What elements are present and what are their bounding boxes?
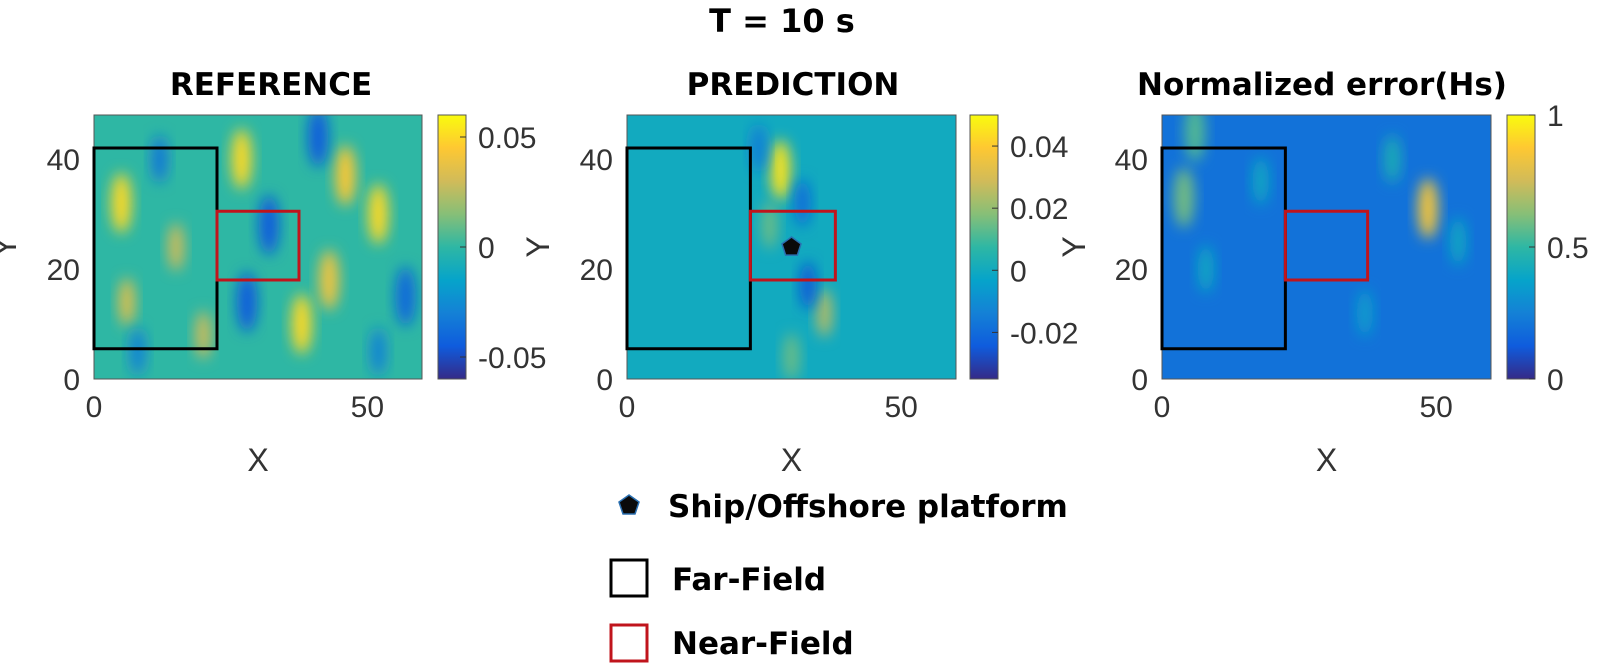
colorbar-tick-label: 0.05 bbox=[478, 122, 536, 155]
legend-label-near-field: Near-Field bbox=[672, 626, 854, 662]
heatmap-feature bbox=[1356, 289, 1373, 337]
y-tick-label: 0 bbox=[63, 364, 80, 397]
heatmap-feature bbox=[1252, 157, 1269, 205]
panel-title: Normalized error(Hs) bbox=[1137, 67, 1507, 103]
colorbar bbox=[969, 114, 999, 380]
colorbar-tick-label: 0.02 bbox=[1010, 193, 1068, 226]
heatmap-feature bbox=[168, 223, 184, 271]
y-tick-label: 20 bbox=[580, 254, 613, 287]
heatmap-feature bbox=[1173, 167, 1194, 228]
y-axis-label: Y bbox=[520, 236, 556, 257]
x-axis-label: X bbox=[781, 442, 802, 478]
y-tick-label: 40 bbox=[47, 144, 80, 177]
x-axis-label: X bbox=[1316, 442, 1337, 478]
heatmap-feature bbox=[750, 124, 767, 172]
y-tick-label: 0 bbox=[1131, 364, 1148, 397]
heatmap-feature bbox=[1197, 245, 1214, 293]
colorbar-tick-label: 0.04 bbox=[1010, 131, 1068, 164]
heatmap-feature bbox=[1184, 115, 1205, 162]
heatmap-feature bbox=[118, 278, 135, 326]
y-tick-label: 40 bbox=[580, 144, 613, 177]
y-tick-label: 20 bbox=[47, 254, 80, 287]
x-tick-label: 50 bbox=[1419, 391, 1452, 424]
reference-panel: REFERENCE 0 50 0 20 40 X Y -0.05 0 0.05 bbox=[0, 67, 546, 478]
x-tick-label: 50 bbox=[351, 391, 384, 424]
x-tick-label: 0 bbox=[86, 391, 103, 424]
heatmap-feature bbox=[129, 327, 146, 376]
heatmap-background bbox=[1162, 115, 1491, 379]
near-field-box bbox=[1283, 209, 1370, 282]
heatmap-feature bbox=[1417, 178, 1438, 239]
y-axis-label: Y bbox=[0, 236, 23, 257]
legend-label-far-field: Far-Field bbox=[672, 562, 826, 598]
heatmap-field bbox=[1162, 115, 1491, 379]
x-axis-label: X bbox=[247, 442, 268, 478]
heatmap-feature bbox=[816, 289, 833, 337]
heatmap-feature bbox=[761, 201, 778, 249]
heatmap-field bbox=[627, 115, 956, 379]
legend-label-platform: Ship/Offshore platform bbox=[668, 489, 1068, 525]
figure-suptitle: T = 10 s bbox=[709, 2, 855, 40]
heatmap-feature bbox=[237, 272, 258, 332]
heatmap-feature bbox=[395, 266, 416, 327]
normalized-error-panel: Normalized error(Hs) 0 50 0 20 40 X Y 0 0.5 1 bbox=[1056, 67, 1589, 478]
panel-title: REFERENCE bbox=[170, 67, 372, 103]
platform-marker bbox=[781, 236, 802, 256]
panel-title: PREDICTION bbox=[687, 67, 900, 103]
colorbar-tick-label: 0 bbox=[1547, 364, 1564, 397]
heatmap-feature bbox=[319, 250, 340, 310]
heatmap-feature bbox=[291, 294, 312, 354]
legend-item-far-field: Far-Field bbox=[609, 558, 826, 598]
colorbar-tick-label: -0.02 bbox=[1010, 317, 1078, 350]
heatmap-feature bbox=[1450, 217, 1467, 266]
heatmap-feature bbox=[794, 179, 811, 227]
heatmap-feature bbox=[370, 327, 387, 376]
heatmap-feature bbox=[231, 129, 252, 189]
colorbar-tick-label: -0.05 bbox=[478, 342, 546, 375]
near-field-box bbox=[215, 209, 301, 282]
heatmap-feature bbox=[111, 173, 132, 233]
heatmap-field bbox=[94, 115, 422, 379]
x-tick-label: 0 bbox=[1154, 391, 1171, 424]
heatmap-feature bbox=[770, 140, 791, 200]
pentagon-marker-icon bbox=[618, 494, 640, 515]
heatmap-feature bbox=[258, 195, 279, 255]
heatmap-feature bbox=[783, 333, 800, 379]
heatmap-feature bbox=[308, 115, 329, 167]
x-tick-label: 0 bbox=[619, 391, 636, 424]
red-square-icon bbox=[609, 623, 649, 663]
heatmap-feature bbox=[368, 184, 389, 244]
heatmap-feature bbox=[1384, 135, 1401, 183]
prediction-panel: PREDICTION 0 50 0 20 40 X Y -0.02 0 0.02 0.04 bbox=[520, 67, 1078, 478]
legend-item-platform: Ship/Offshore platform bbox=[618, 489, 1068, 525]
heatmap-background bbox=[94, 115, 422, 379]
colorbar-tick-label: 0.5 bbox=[1547, 232, 1589, 265]
y-tick-label: 20 bbox=[1115, 254, 1148, 287]
y-axis-label: Y bbox=[1056, 236, 1092, 257]
heatmap-feature bbox=[335, 145, 356, 206]
colorbar-tick-label: 1 bbox=[1547, 100, 1564, 133]
heatmap-feature bbox=[195, 311, 212, 359]
heatmap-feature bbox=[151, 135, 168, 183]
heatmap-feature bbox=[799, 261, 816, 310]
black-square-icon bbox=[609, 558, 649, 598]
x-tick-label: 50 bbox=[884, 391, 917, 424]
colorbar-tick-label: 0 bbox=[1010, 255, 1027, 288]
y-tick-label: 40 bbox=[1115, 144, 1148, 177]
colorbar-tick-label: 0 bbox=[478, 232, 495, 265]
legend: Ship/Offshore platform Far-Field Near-Fi… bbox=[609, 489, 1068, 663]
y-tick-label: 0 bbox=[596, 364, 613, 397]
near-field-box bbox=[748, 209, 837, 282]
legend-item-near-field: Near-Field bbox=[609, 623, 854, 663]
